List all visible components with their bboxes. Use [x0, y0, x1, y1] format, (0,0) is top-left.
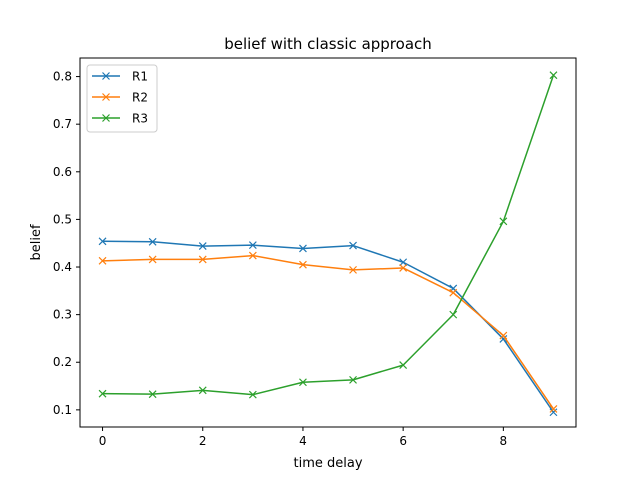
data-point-r2 — [198, 255, 207, 264]
data-point-r1 — [549, 408, 558, 417]
data-point-r3 — [549, 71, 558, 80]
legend-label-r2: R2 — [132, 91, 148, 105]
data-point-r1 — [148, 237, 157, 246]
series-layer — [98, 71, 558, 417]
data-point-r3 — [198, 386, 207, 395]
y-tick-label: 0.8 — [53, 70, 72, 84]
legend-label-r3: R3 — [132, 112, 148, 126]
y-axis-label: belief — [29, 224, 44, 260]
data-point-r2 — [399, 264, 408, 272]
y-tick-label: 0.5 — [53, 212, 72, 226]
legend-marker-r1 — [102, 72, 110, 80]
data-point-r1 — [98, 237, 107, 246]
data-point-r3 — [349, 375, 357, 384]
x-tick-label: 8 — [500, 434, 508, 448]
y-tick-label: 0.7 — [53, 117, 72, 131]
plot-area-frame — [79, 57, 577, 428]
y-tick-label: 0.6 — [53, 165, 72, 179]
data-point-r1 — [399, 258, 408, 267]
x-tick-label: 0 — [99, 434, 107, 448]
chart-title: belief with classic approach — [224, 35, 432, 53]
data-point-r1 — [299, 244, 307, 253]
legend-label-r1: R1 — [132, 70, 148, 84]
legend-box — [86, 64, 158, 133]
data-point-r3 — [399, 361, 408, 370]
y-tick-label: 0.2 — [53, 355, 72, 369]
data-point-r1 — [248, 241, 257, 250]
data-point-r1 — [198, 242, 207, 250]
data-point-r3 — [449, 310, 458, 319]
x-axis-label: time delay — [293, 456, 362, 471]
y-tick-label: 0.4 — [53, 260, 72, 274]
data-point-r3 — [499, 217, 508, 226]
data-point-r2 — [248, 251, 257, 260]
data-point-r2 — [549, 404, 558, 413]
data-point-r3 — [248, 390, 257, 399]
series-r3 — [98, 71, 558, 399]
x-tick-label: 2 — [199, 434, 207, 448]
series-line-r2 — [102, 254, 555, 410]
x-tick-label: 4 — [299, 434, 307, 448]
data-point-r3 — [299, 378, 307, 387]
y-tick-label: 0.3 — [53, 308, 72, 322]
data-point-r2 — [98, 256, 107, 265]
y-tick-label: 0.1 — [53, 403, 72, 417]
data-point-r2 — [349, 265, 357, 274]
data-point-r3 — [148, 390, 157, 399]
data-point-r2 — [299, 260, 307, 269]
data-point-r2 — [499, 331, 508, 340]
data-point-r3 — [98, 389, 107, 398]
data-point-r2 — [148, 255, 157, 264]
legend-marker-r2 — [102, 93, 110, 101]
data-point-r2 — [449, 288, 458, 297]
series-r2 — [98, 251, 558, 413]
data-point-r1 — [499, 334, 508, 343]
legend: R1 R2 R3 — [86, 64, 158, 133]
series-line-r3 — [102, 74, 555, 396]
data-point-r1 — [349, 241, 357, 250]
legend-marker-r3 — [102, 114, 110, 122]
ticks-layer: 0 2 4 6 8 0.1 0.2 0.3 0.4 0.5 0.6 0.7 0.8 — [53, 70, 507, 448]
x-tick-label: 6 — [399, 434, 407, 448]
